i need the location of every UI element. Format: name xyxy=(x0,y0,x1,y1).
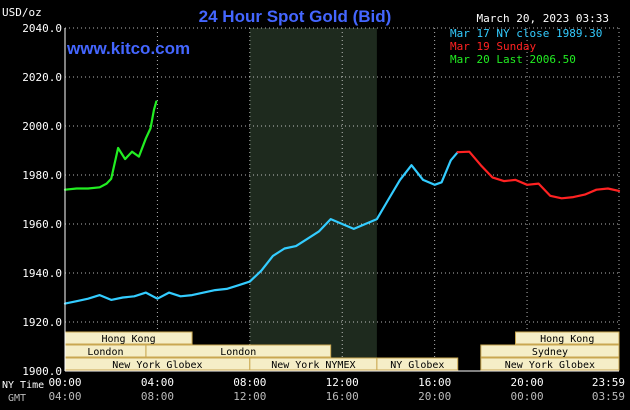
y-tick-label: 2040.0 xyxy=(22,22,62,35)
x-tick-label-ny: 23:59 xyxy=(592,376,625,389)
y-tick-label: 1900.0 xyxy=(22,365,62,378)
y-tick-label: 2020.0 xyxy=(22,71,62,84)
session-label: Hong Kong xyxy=(101,334,155,345)
x-tick-label-gmt: 20:00 xyxy=(418,390,451,403)
session-bar: Hong Kong xyxy=(515,331,620,345)
session-label: New York Globex xyxy=(505,360,595,371)
session-bar: Sydney xyxy=(480,344,620,358)
gmt-label: GMT xyxy=(8,393,26,404)
legend: Mar 17 NY close 1989.30 Mar 19 Sunday Ma… xyxy=(450,27,602,66)
timestamp: March 20, 2023 03:33 xyxy=(477,12,609,25)
y-tick-label: 1980.0 xyxy=(22,169,62,182)
legend-item-ny-close: Mar 17 NY close 1989.30 xyxy=(450,27,602,40)
session-label: Sydney xyxy=(532,347,568,358)
y-tick-label: 2000.0 xyxy=(22,120,62,133)
ny-time-label: NY Time xyxy=(2,380,44,391)
x-tick-label-ny: 04:00 xyxy=(141,376,174,389)
x-tick-label-ny: 08:00 xyxy=(233,376,266,389)
session-bar: London xyxy=(64,344,147,358)
session-label: London xyxy=(220,347,256,358)
session-label: NY Globex xyxy=(390,360,444,371)
y-tick-label: 1940.0 xyxy=(22,267,62,280)
session-label: Hong Kong xyxy=(540,334,594,345)
site-watermark: www.kitco.com xyxy=(66,39,190,58)
session-bar: London xyxy=(145,344,332,358)
session-bar: Hong Kong xyxy=(64,331,193,345)
chart-title: 24 Hour Spot Gold (Bid) xyxy=(199,7,392,26)
session-bar: NY Globex xyxy=(376,357,459,371)
session-label: London xyxy=(87,347,123,358)
session-box xyxy=(480,344,620,358)
unit-label: USD/oz xyxy=(2,6,42,19)
session-box xyxy=(376,357,459,371)
x-tick-label-ny: 20:00 xyxy=(510,376,543,389)
y-tick-label: 1960.0 xyxy=(22,218,62,231)
x-tick-label-gmt: 16:00 xyxy=(326,390,359,403)
session-box xyxy=(515,331,620,345)
legend-item-last: Mar 20 Last 2006.50 xyxy=(450,53,576,66)
x-tick-label-gmt: 08:00 xyxy=(141,390,174,403)
x-tick-label-gmt: 03:59 xyxy=(592,390,625,403)
sunday-line xyxy=(456,150,621,200)
nymex-shaded-region xyxy=(249,28,377,371)
session-label: New York Globex xyxy=(112,360,202,371)
x-tick-label-gmt: 12:00 xyxy=(233,390,266,403)
session-bar: New York Globex xyxy=(64,357,251,371)
session-label: New York NYMEX xyxy=(271,360,355,371)
session-bar: New York Globex xyxy=(480,357,620,371)
x-tick-label-ny: 16:00 xyxy=(418,376,451,389)
legend-item-sunday: Mar 19 Sunday xyxy=(450,40,536,53)
x-tick-label-gmt: 00:00 xyxy=(510,390,543,403)
ny-close-line xyxy=(63,151,459,305)
session-bar: New York NYMEX xyxy=(249,357,378,371)
session-box xyxy=(480,357,620,371)
y-tick-label: 1920.0 xyxy=(22,316,62,329)
last-line xyxy=(63,100,158,191)
x-tick-label-ny: 12:00 xyxy=(326,376,359,389)
x-tick-label-gmt: 04:00 xyxy=(48,390,81,403)
x-tick-label-ny: 00:00 xyxy=(48,376,81,389)
